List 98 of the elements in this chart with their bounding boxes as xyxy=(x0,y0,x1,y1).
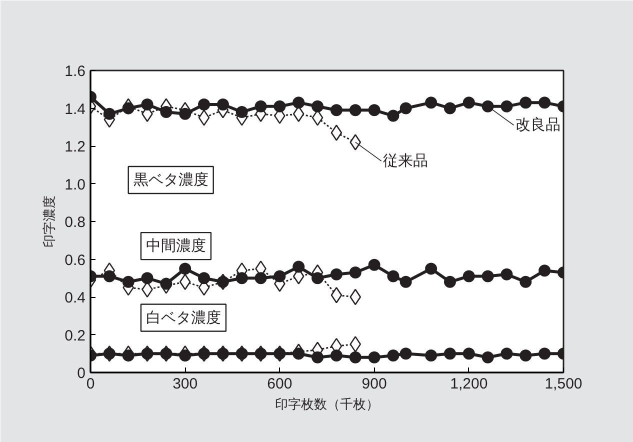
y-tick-label: 1.0 xyxy=(64,176,86,194)
point xyxy=(141,98,154,110)
point xyxy=(254,348,267,360)
point xyxy=(292,348,305,360)
y-axis-title: 印字濃度 xyxy=(42,196,57,248)
x-tick-label: 900 xyxy=(362,376,387,392)
y-tick-label: 0.6 xyxy=(64,252,86,269)
point xyxy=(274,348,286,360)
point xyxy=(254,100,267,112)
point xyxy=(236,348,248,360)
point xyxy=(387,110,400,122)
annotation: 改良品 xyxy=(516,116,561,134)
point xyxy=(462,348,475,360)
point xyxy=(462,96,475,109)
annotation: 中間濃度 xyxy=(146,238,206,255)
annotation: 従来品 xyxy=(383,152,428,170)
point xyxy=(368,351,380,364)
point xyxy=(160,348,172,360)
point xyxy=(198,98,210,110)
annotation: 白ベタ濃度 xyxy=(146,309,221,326)
point xyxy=(387,270,400,282)
point xyxy=(482,270,494,282)
point xyxy=(141,272,154,284)
point xyxy=(349,351,362,364)
point xyxy=(350,134,362,150)
point xyxy=(538,96,551,109)
point xyxy=(444,348,456,360)
y-tick-label: 0 xyxy=(77,365,86,382)
point xyxy=(425,262,438,275)
point xyxy=(425,96,438,109)
point xyxy=(330,124,342,141)
point xyxy=(274,270,286,282)
point xyxy=(330,286,342,304)
point xyxy=(160,106,172,118)
point xyxy=(179,350,192,362)
x-tick-label: 1,200 xyxy=(450,376,488,392)
point xyxy=(216,98,229,110)
point xyxy=(349,104,362,116)
point xyxy=(274,100,286,112)
point xyxy=(520,276,532,288)
point xyxy=(330,268,342,280)
point xyxy=(350,288,362,306)
point xyxy=(400,102,412,114)
point xyxy=(400,276,412,288)
point xyxy=(387,350,400,362)
point xyxy=(368,258,380,271)
point xyxy=(538,348,551,360)
x-tick-label: 600 xyxy=(267,376,292,392)
y-tick-label: 0.8 xyxy=(64,214,86,231)
point xyxy=(236,106,248,118)
point xyxy=(312,100,324,112)
point xyxy=(444,276,456,288)
point xyxy=(179,274,191,290)
point xyxy=(122,350,134,362)
point xyxy=(500,100,513,112)
point xyxy=(216,348,229,360)
y-tick-label: 0.2 xyxy=(64,327,86,344)
point xyxy=(292,260,305,273)
x-tick-label: 1,500 xyxy=(544,376,582,392)
point xyxy=(254,272,267,284)
point xyxy=(216,276,229,288)
y-tick-label: 1.6 xyxy=(64,63,86,80)
point xyxy=(330,350,342,362)
point xyxy=(425,350,438,362)
point xyxy=(122,102,134,114)
point xyxy=(500,268,513,280)
point xyxy=(330,104,342,116)
point xyxy=(500,348,513,360)
point xyxy=(312,351,324,364)
point xyxy=(198,110,210,126)
point xyxy=(482,351,494,364)
point xyxy=(103,270,116,282)
point xyxy=(179,108,192,120)
point xyxy=(122,276,134,288)
point xyxy=(368,104,380,116)
point xyxy=(103,108,116,120)
point xyxy=(350,336,362,352)
point xyxy=(520,96,532,109)
point xyxy=(444,102,456,114)
y-tick-label: 1.2 xyxy=(64,138,86,156)
point xyxy=(160,278,172,290)
annotation: 黒ベタ濃度 xyxy=(133,171,208,188)
point xyxy=(198,348,210,360)
y-tick-label: 1.4 xyxy=(64,100,86,118)
point xyxy=(292,96,305,109)
point xyxy=(462,270,475,282)
point xyxy=(179,262,192,275)
point xyxy=(400,348,412,360)
point xyxy=(349,266,362,278)
y-tick-label: 0.4 xyxy=(64,290,86,306)
point xyxy=(520,350,532,362)
point xyxy=(538,264,551,277)
point xyxy=(198,272,210,284)
point xyxy=(312,272,324,284)
point xyxy=(236,272,248,284)
point xyxy=(482,100,494,112)
x-tick-label: 300 xyxy=(172,376,198,392)
x-axis-title: 印字枚数（千枚） xyxy=(275,396,379,412)
